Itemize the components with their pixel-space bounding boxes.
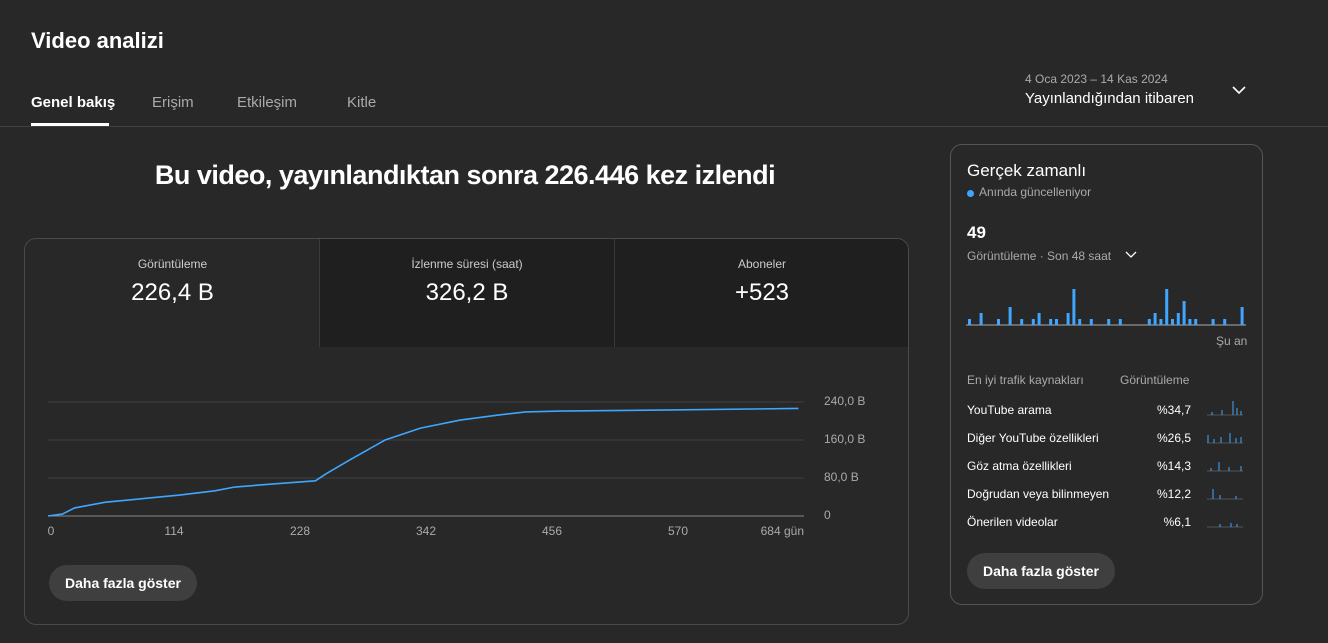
dropdown-icon[interactable]	[1125, 251, 1137, 258]
realtime-bar	[968, 319, 971, 325]
divider	[319, 239, 320, 347]
x-tick-label: 684 gün	[761, 524, 804, 538]
realtime-bar	[1107, 319, 1111, 325]
divider	[614, 239, 615, 347]
views-header: Görüntüleme	[1120, 373, 1190, 387]
realtime-bar	[1118, 319, 1122, 325]
realtime-bar	[1240, 307, 1244, 325]
dropdown-icon[interactable]	[1232, 86, 1246, 95]
tab[interactable]: Kitle	[347, 94, 377, 111]
realtime-bar	[1055, 319, 1058, 325]
x-tick-label: 228	[290, 524, 310, 538]
realtime-bar	[1066, 313, 1070, 325]
now-label: Şu an	[1216, 334, 1248, 348]
realtime-card: Gerçek zamanlı Anında güncelleniyor 49 G…	[950, 144, 1263, 605]
realtime-bar	[1049, 319, 1053, 325]
main-card: Görüntüleme 226,4 B İzlenme süresi (saat…	[24, 238, 909, 625]
headline: Bu video, yayınlandıktan sonra 226.446 k…	[154, 160, 776, 190]
x-tick-label: 456	[542, 524, 562, 538]
x-tick-label: 114	[164, 524, 183, 538]
realtime-bar	[1078, 319, 1082, 325]
realtime-bar	[1153, 313, 1157, 325]
realtime-bar	[1171, 319, 1174, 325]
more-button[interactable]: Daha fazla göster	[49, 565, 197, 601]
sources-header: En iyi trafik kaynakları	[967, 373, 1084, 387]
realtime-bar	[1194, 319, 1198, 325]
realtime-bar	[1037, 313, 1041, 325]
tab[interactable]: Erişim	[152, 94, 194, 111]
realtime-bar	[1165, 289, 1169, 325]
metric-label[interactable]: Görüntüleme	[137, 257, 208, 271]
source-value: %34,7	[1156, 403, 1191, 417]
source-name: Doğrudan veya bilinmeyen	[967, 487, 1110, 501]
metric-value[interactable]: +523	[734, 279, 790, 306]
realtime-bar	[1176, 313, 1180, 325]
realtime-bar	[1089, 319, 1093, 325]
realtime-bar	[1182, 301, 1186, 325]
y-tick-label: 240,0 B	[824, 394, 865, 408]
x-tick-label: 342	[416, 524, 436, 538]
data-line	[47, 407, 799, 517]
realtime-bar	[1008, 307, 1012, 325]
more-button[interactable]: Daha fazla göster	[967, 553, 1115, 589]
metric-value[interactable]: 226,4 B	[131, 279, 214, 306]
realtime-metric[interactable]: Görüntüleme · Son 48 saat	[967, 249, 1112, 263]
status-dot	[967, 190, 974, 197]
source-value: %14,3	[1156, 459, 1191, 473]
metric-label[interactable]: İzlenme süresi (saat)	[411, 257, 523, 271]
y-tick-label: 80,0 B	[824, 470, 859, 484]
tab[interactable]: Etkileşim	[237, 94, 298, 111]
realtime-title: Gerçek zamanlı	[967, 161, 1087, 180]
source-name: Diğer YouTube özellikleri	[967, 431, 1099, 445]
tab[interactable]: Genel bakış	[31, 94, 116, 111]
realtime-bar	[979, 313, 983, 325]
realtime-bar	[997, 319, 1000, 325]
realtime-bar	[1211, 319, 1215, 325]
realtime-count: 49	[967, 223, 986, 242]
source-value: %6,1	[1163, 515, 1191, 529]
page-title: Video analizi	[31, 28, 164, 53]
realtime-bar	[1188, 319, 1192, 325]
realtime-bar	[1072, 289, 1076, 325]
sparklines	[1207, 401, 1243, 528]
divider	[0, 126, 1328, 127]
metric-value[interactable]: 326,2 B	[425, 279, 509, 306]
realtime-bar	[1020, 319, 1024, 325]
source-name: YouTube arama	[967, 403, 1052, 417]
source-name: Önerilen videolar	[967, 515, 1058, 529]
tab-underline	[31, 123, 109, 126]
source-value: %12,2	[1156, 487, 1191, 501]
realtime-bar	[1147, 319, 1151, 325]
y-tick-label: 0	[824, 508, 831, 522]
realtime-bar	[1031, 319, 1035, 325]
source-name: Göz atma özellikleri	[967, 459, 1072, 473]
realtime-bar	[1159, 319, 1163, 325]
date-range[interactable]: 4 Oca 2023 – 14 Kas 2024	[1025, 72, 1168, 86]
period[interactable]: Yayınlandığından itibaren	[1025, 90, 1195, 107]
source-value: %26,5	[1156, 431, 1191, 445]
status: Anında güncelleniyor	[979, 185, 1092, 199]
metric-label[interactable]: Aboneler	[737, 257, 787, 271]
y-tick-label: 160,0 B	[824, 432, 865, 446]
x-tick-label: 570	[668, 524, 688, 538]
realtime-bar	[1223, 319, 1227, 325]
x-tick-label: 0	[48, 524, 55, 538]
